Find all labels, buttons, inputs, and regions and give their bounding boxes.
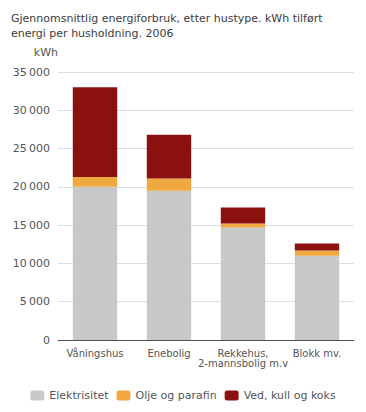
svg-text:Rekkehus,: Rekkehus, xyxy=(217,347,269,359)
svg-text:15 000: 15 000 xyxy=(13,219,50,232)
svg-text:2-mannsbolig m.v: 2-mannsbolig m.v xyxy=(198,358,288,369)
svg-text:0: 0 xyxy=(43,334,50,347)
svg-text:20 000: 20 000 xyxy=(13,180,50,193)
svg-text:10 000: 10 000 xyxy=(13,257,50,270)
svg-text:30 000: 30 000 xyxy=(13,104,50,117)
svg-text:Gjennomsnittlig energiforbruk,: Gjennomsnittlig energiforbruk, etter hus… xyxy=(11,12,323,25)
svg-text:Enebolig: Enebolig xyxy=(147,348,190,359)
svg-text:5 000: 5 000 xyxy=(20,295,50,308)
svg-text:Olje og parafin: Olje og parafin xyxy=(136,389,217,402)
svg-text:Våningshus: Våningshus xyxy=(66,347,123,359)
svg-text:energi per husholdning. 2006: energi per husholdning. 2006 xyxy=(11,27,174,40)
svg-text:25 000: 25 000 xyxy=(13,142,50,155)
svg-text:Blokk mv.: Blokk mv. xyxy=(293,348,342,359)
svg-text:35 000: 35 000 xyxy=(13,66,50,79)
svg-text:kWh: kWh xyxy=(34,46,58,59)
svg-text:Ved, kull og koks: Ved, kull og koks xyxy=(244,389,336,402)
svg-text:Elektrisitet: Elektrisitet xyxy=(49,389,109,402)
